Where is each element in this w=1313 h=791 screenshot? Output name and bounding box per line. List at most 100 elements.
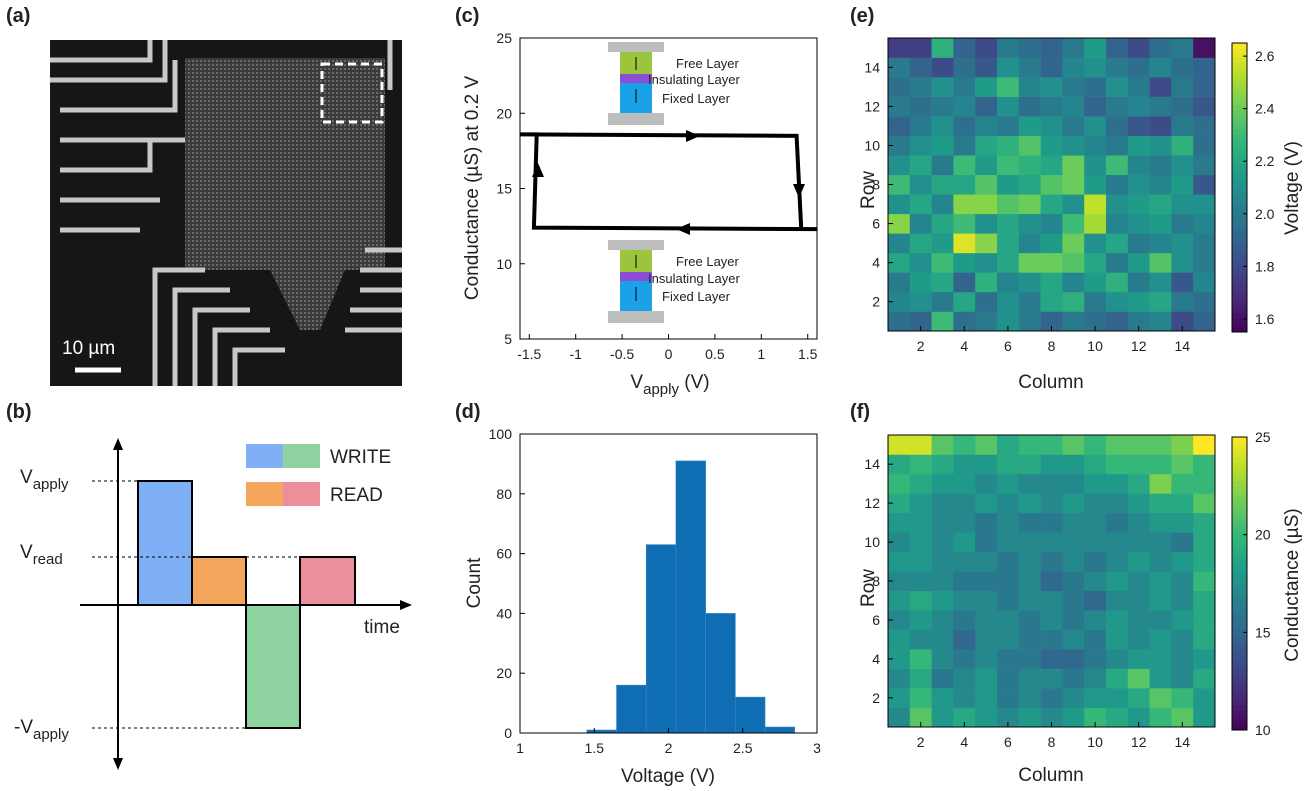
heat-cell — [1127, 291, 1150, 312]
colorbar-segment — [1232, 505, 1247, 511]
x-tick-label: 1.5 — [798, 346, 818, 362]
heat-cell — [909, 668, 932, 689]
heat-cell — [997, 649, 1020, 669]
heat-cell — [888, 571, 911, 592]
heat-cell — [975, 57, 998, 78]
heat-cell — [997, 233, 1020, 254]
heat-cell — [931, 571, 954, 592]
heat-cell — [1106, 688, 1129, 708]
heat-cell — [1062, 155, 1085, 176]
heat-cell — [1106, 291, 1129, 312]
y-tick-label: 10 — [864, 137, 880, 153]
heat-cell — [1040, 57, 1063, 78]
heat-cell — [1018, 57, 1041, 78]
heat-cell — [1106, 155, 1129, 176]
heat-cell — [931, 174, 954, 195]
colorbar-segment — [1232, 211, 1247, 217]
heat-cell — [1106, 590, 1129, 611]
heat-cell — [1040, 551, 1063, 572]
y-axis-title: Count — [464, 557, 485, 608]
heat-cell — [1084, 174, 1107, 195]
colorbar-segment — [1232, 158, 1247, 164]
heat-cell — [1018, 135, 1041, 156]
heat-cell — [1040, 135, 1063, 156]
colorbar-segment — [1232, 710, 1247, 716]
heat-cell — [1193, 77, 1216, 97]
heat-cell — [931, 493, 954, 514]
heat-cell — [1084, 707, 1107, 728]
colorbar-tick-label: 15 — [1255, 624, 1271, 640]
heat-cell — [1149, 96, 1172, 117]
heat-cell — [1040, 590, 1063, 611]
heat-cell — [997, 96, 1020, 117]
heat-cell — [909, 512, 932, 533]
colorbar-segment — [1232, 656, 1247, 663]
heat-cell — [1171, 571, 1194, 592]
heat-cell — [1171, 174, 1194, 195]
heat-cell — [1062, 512, 1085, 533]
heat-cell — [953, 155, 976, 176]
heat-cell — [975, 291, 998, 312]
heat-cell — [1193, 135, 1216, 156]
y-tick-label: 20 — [496, 105, 512, 121]
heat-cell — [1018, 610, 1041, 630]
colorbar-segment — [1232, 554, 1247, 560]
heat-cell — [1018, 38, 1041, 58]
heat-cell — [953, 571, 976, 592]
y-tick-label: 80 — [496, 486, 512, 502]
colorbar-segment — [1232, 573, 1247, 580]
heat-cell — [1084, 116, 1107, 136]
bar — [735, 696, 766, 734]
colorbar-segment — [1232, 520, 1247, 526]
heat-cell — [1171, 135, 1194, 156]
x-tick-label: 2 — [665, 740, 673, 756]
colorbar-label: Voltage (V) — [1282, 141, 1303, 235]
heat-cell — [953, 57, 976, 78]
heat-cell — [1062, 435, 1085, 455]
heat-cell — [909, 707, 932, 728]
x-tick-label: 12 — [1131, 734, 1147, 750]
heat-cell — [1106, 454, 1129, 475]
heat-cell — [888, 551, 911, 572]
heat-cell — [1106, 571, 1129, 592]
heat-cell — [953, 649, 976, 669]
heat-cell — [975, 493, 998, 514]
heat-cell — [1127, 707, 1150, 728]
colorbar-segment — [1232, 690, 1247, 697]
heat-cell — [931, 610, 954, 630]
heat-cell — [953, 311, 976, 332]
heat-cell — [888, 512, 911, 533]
heat-cell — [975, 454, 998, 475]
heat-cell — [997, 435, 1020, 455]
heat-cell — [1127, 116, 1150, 136]
heat-cell — [888, 435, 911, 455]
heat-cell — [1018, 116, 1041, 136]
heat-cell — [1040, 512, 1063, 533]
colorbar-segment — [1232, 274, 1247, 280]
heat-cell — [997, 272, 1020, 293]
colorbar-frame — [1231, 436, 1248, 731]
heat-cell — [1127, 629, 1150, 650]
heat-cell — [1106, 649, 1129, 669]
heat-cell — [1127, 252, 1150, 273]
heat-cell — [975, 649, 998, 669]
colorbar-segment — [1232, 264, 1247, 270]
heat-cell — [1062, 454, 1085, 475]
heat-cell — [1040, 668, 1063, 689]
heat-cell — [1018, 291, 1041, 312]
y-tick-label: 12 — [864, 98, 880, 114]
heat-cell — [931, 629, 954, 650]
heat-cell — [909, 629, 932, 650]
heat-cell — [909, 610, 932, 630]
heat-cell — [1149, 155, 1172, 176]
heat-cell — [1127, 135, 1150, 156]
heat-cell — [1106, 610, 1129, 630]
heat-cell — [1040, 649, 1063, 669]
heat-cell — [953, 233, 976, 254]
heat-cell — [1084, 668, 1107, 689]
heat-cell — [1062, 233, 1085, 254]
inset-label: Insulating Layer — [648, 72, 740, 87]
colorbar-segment — [1232, 637, 1247, 643]
heat-cell — [953, 77, 976, 97]
heat-cell — [1171, 194, 1194, 215]
